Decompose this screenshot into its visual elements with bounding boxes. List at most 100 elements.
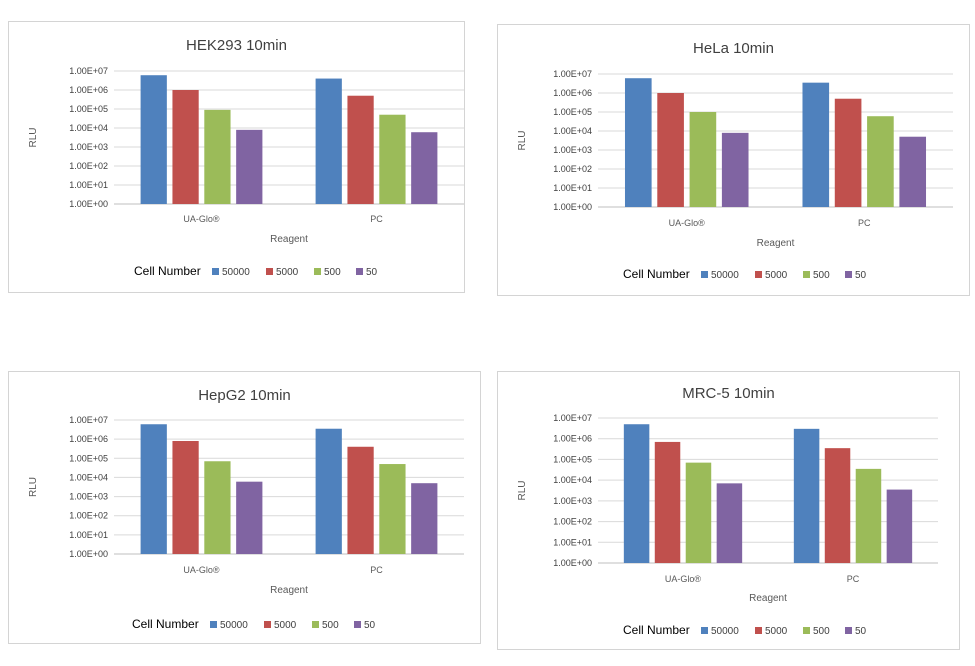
y-tick-label: 1.00E+04 bbox=[553, 475, 592, 485]
y-tick-label: 1.00E+05 bbox=[553, 107, 592, 117]
legend-swatch-5000 bbox=[264, 621, 271, 628]
category-label: PC bbox=[370, 565, 383, 575]
y-tick-label: 1.00E+06 bbox=[553, 434, 592, 444]
bar-50000-pc bbox=[793, 428, 820, 563]
bar-50-ua-glo bbox=[721, 132, 749, 207]
y-tick-label: 1.00E+07 bbox=[69, 66, 108, 76]
legend-swatch-50 bbox=[845, 627, 852, 634]
y-tick-label: 1.00E+06 bbox=[553, 88, 592, 98]
y-tick-label: 1.00E+03 bbox=[69, 142, 108, 152]
legend-swatch-50 bbox=[845, 271, 852, 278]
category-label: UA-Glo® bbox=[183, 565, 220, 575]
chart-panel-hek293: HEK293 10min 1.00E+00 1.00E+01 1.00E+02 1.00… bbox=[8, 21, 465, 293]
legend-swatch-50000 bbox=[701, 627, 708, 634]
chart-panel-mrc5: MRC-5 10min 1.00E+00 1.00E+01 1.00E+02 1.00E… bbox=[497, 371, 960, 650]
chart-panel-hela: HeLa 10min 1.00E+00 1.00E+01 1.00E+02 1.00E+… bbox=[497, 24, 970, 296]
hepg2-chart: HepG2 10min 1.00E+00 1.00E+01 1.00E+02 1.00E… bbox=[28, 387, 464, 631]
legend-title: Cell Number bbox=[623, 623, 690, 637]
y-tick-label: 1.00E+04 bbox=[553, 126, 592, 136]
legend-swatch-500 bbox=[314, 268, 321, 275]
bar-5000-ua-glo bbox=[657, 93, 684, 207]
y-tick-label: 1.00E+07 bbox=[69, 415, 108, 425]
y-axis-label: RLU bbox=[517, 130, 528, 150]
chart-title: HeLa 10min bbox=[693, 40, 774, 57]
y-tick-label: 1.00E+02 bbox=[69, 161, 108, 171]
bar-50000-ua-glo bbox=[624, 78, 652, 208]
legend-item-500: 500 bbox=[324, 267, 341, 278]
bar-50-pc bbox=[411, 132, 438, 204]
y-tick-label: 1.00E+06 bbox=[69, 434, 108, 444]
legend-item-50000: 50000 bbox=[222, 267, 250, 278]
y-tick-label: 1.00E+00 bbox=[553, 558, 592, 568]
bar-50-ua-glo bbox=[236, 129, 263, 204]
x-axis-label: Reagent bbox=[270, 585, 308, 596]
y-tick-label: 1.00E+02 bbox=[69, 511, 108, 521]
legend-item-50: 50 bbox=[855, 626, 867, 637]
y-tick-label: 1.00E+05 bbox=[69, 104, 108, 114]
legend-title: Cell Number bbox=[134, 264, 201, 278]
y-axis-label: RLU bbox=[517, 480, 528, 500]
y-tick-label: 1.00E+05 bbox=[553, 454, 592, 464]
legend-item-50000: 50000 bbox=[711, 270, 739, 281]
bar-500-ua-glo bbox=[685, 462, 712, 563]
bar-50000-pc bbox=[802, 82, 830, 207]
bar-500-pc bbox=[867, 116, 894, 207]
y-tick-label: 1.00E+01 bbox=[69, 180, 108, 190]
bar-50-pc bbox=[411, 483, 438, 554]
hek293-chart: HEK293 10min 1.00E+00 1.00E+01 1.00E+02 1.00… bbox=[28, 37, 464, 278]
legend-item-50: 50 bbox=[366, 267, 378, 278]
category-label: UA-Glo® bbox=[669, 218, 706, 228]
y-tick-label: 1.00E+01 bbox=[553, 183, 592, 193]
bar-5000-ua-glo bbox=[172, 440, 199, 554]
legend-swatch-500 bbox=[312, 621, 319, 628]
legend-swatch-5000 bbox=[755, 271, 762, 278]
chart-title: HEK293 10min bbox=[186, 37, 287, 54]
hela-chart: HeLa 10min 1.00E+00 1.00E+01 1.00E+02 1.00E+… bbox=[517, 40, 953, 281]
legend-item-50: 50 bbox=[855, 270, 867, 281]
x-axis-label: Reagent bbox=[270, 234, 308, 245]
bar-50000-pc bbox=[315, 428, 342, 554]
x-axis-label: Reagent bbox=[749, 593, 787, 604]
y-tick-label: 1.00E+02 bbox=[553, 517, 592, 527]
bar-50-pc bbox=[899, 136, 927, 207]
y-axis-label: RLU bbox=[28, 127, 39, 147]
legend-item-5000: 5000 bbox=[765, 270, 788, 281]
legend-item-50000: 50000 bbox=[220, 620, 248, 631]
bar-50-ua-glo bbox=[716, 483, 743, 563]
bar-5000-ua-glo bbox=[654, 441, 681, 563]
category-label: PC bbox=[370, 214, 383, 224]
bar-50000-ua-glo bbox=[140, 75, 167, 205]
bar-50000-ua-glo bbox=[623, 424, 650, 563]
chart-panel-hepg2: HepG2 10min 1.00E+00 1.00E+01 1.00E+02 1.00E… bbox=[8, 371, 481, 644]
legend-swatch-5000 bbox=[266, 268, 273, 275]
y-tick-label: 1.00E+06 bbox=[69, 85, 108, 95]
chart-title: HepG2 10min bbox=[198, 387, 291, 404]
category-label: PC bbox=[858, 218, 871, 228]
legend-item-500: 500 bbox=[322, 620, 339, 631]
bar-5000-pc bbox=[347, 95, 374, 204]
legend-item-50000: 50000 bbox=[711, 626, 739, 637]
y-tick-label: 1.00E+04 bbox=[69, 123, 108, 133]
bar-5000-pc bbox=[347, 446, 374, 554]
y-tick-label: 1.00E+03 bbox=[553, 145, 592, 155]
bar-500-ua-glo bbox=[204, 461, 231, 554]
legend-item-5000: 5000 bbox=[765, 626, 788, 637]
legend-swatch-50 bbox=[356, 268, 363, 275]
bar-5000-ua-glo bbox=[172, 90, 199, 204]
legend-swatch-50 bbox=[354, 621, 361, 628]
category-label: UA-Glo® bbox=[665, 574, 702, 584]
category-label: PC bbox=[847, 574, 860, 584]
legend-item-50: 50 bbox=[364, 620, 376, 631]
y-tick-label: 1.00E+03 bbox=[69, 492, 108, 502]
legend-swatch-50000 bbox=[210, 621, 217, 628]
legend-swatch-500 bbox=[803, 627, 810, 634]
legend-swatch-5000 bbox=[755, 627, 762, 634]
x-axis-label: Reagent bbox=[757, 238, 795, 249]
y-tick-label: 1.00E+07 bbox=[553, 69, 592, 79]
y-tick-label: 1.00E+03 bbox=[553, 496, 592, 506]
bar-500-ua-glo bbox=[689, 112, 717, 207]
mrc5-chart: MRC-5 10min 1.00E+00 1.00E+01 1.00E+02 1.00E… bbox=[517, 385, 938, 637]
legend-swatch-50000 bbox=[212, 268, 219, 275]
bar-50000-pc bbox=[315, 78, 342, 204]
legend-title: Cell Number bbox=[623, 267, 690, 281]
